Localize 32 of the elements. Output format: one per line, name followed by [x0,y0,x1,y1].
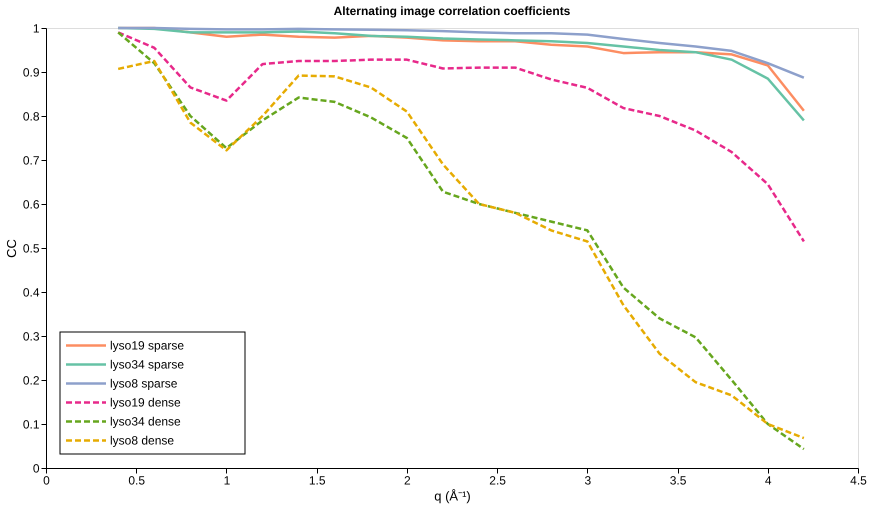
x-tick-label: 3.5 [670,474,687,488]
x-tick-label: 0 [43,474,50,488]
y-tick-label: 0.5 [22,242,40,256]
y-tick-label: 0 [32,462,40,476]
legend-label: lyso8 dense [110,434,174,448]
x-tick-label: 1.5 [308,474,326,488]
y-tick-label: 0.2 [22,374,40,388]
chart-title: Alternating image correlation coefficients [334,4,571,18]
legend-label: lyso8 sparse [110,376,178,390]
legend-label: lyso19 dense [110,396,182,410]
x-tick-label: 2 [404,474,412,488]
y-axis-title: CC [4,239,19,258]
x-tick-label: 4 [764,474,772,488]
y-tick-label: 0.9 [22,66,40,80]
x-tick-label: 3 [584,474,592,488]
x-tick-label: 4.5 [850,474,868,488]
x-tick-label: 2.5 [489,474,506,488]
legend-label: lyso34 sparse [110,358,184,372]
x-tick-label: 0.5 [128,474,146,488]
y-tick-label: 0.4 [22,286,40,300]
y-tick-label: 0.7 [22,154,40,168]
x-axis-title: q (Å⁻¹) [434,488,471,504]
line-series [116,31,806,243]
legend-label: lyso34 dense [110,414,182,428]
y-tick-label: 0.1 [22,418,40,432]
y-tick-label: 1 [32,22,40,36]
y-tick-label: 0.3 [22,330,40,344]
legend-label: lyso19 sparse [110,338,184,352]
y-tick-label: 0.8 [22,110,40,124]
x-tick-label: 1 [224,474,231,488]
y-tick-label: 0.6 [22,198,40,212]
line-series [116,26,806,79]
